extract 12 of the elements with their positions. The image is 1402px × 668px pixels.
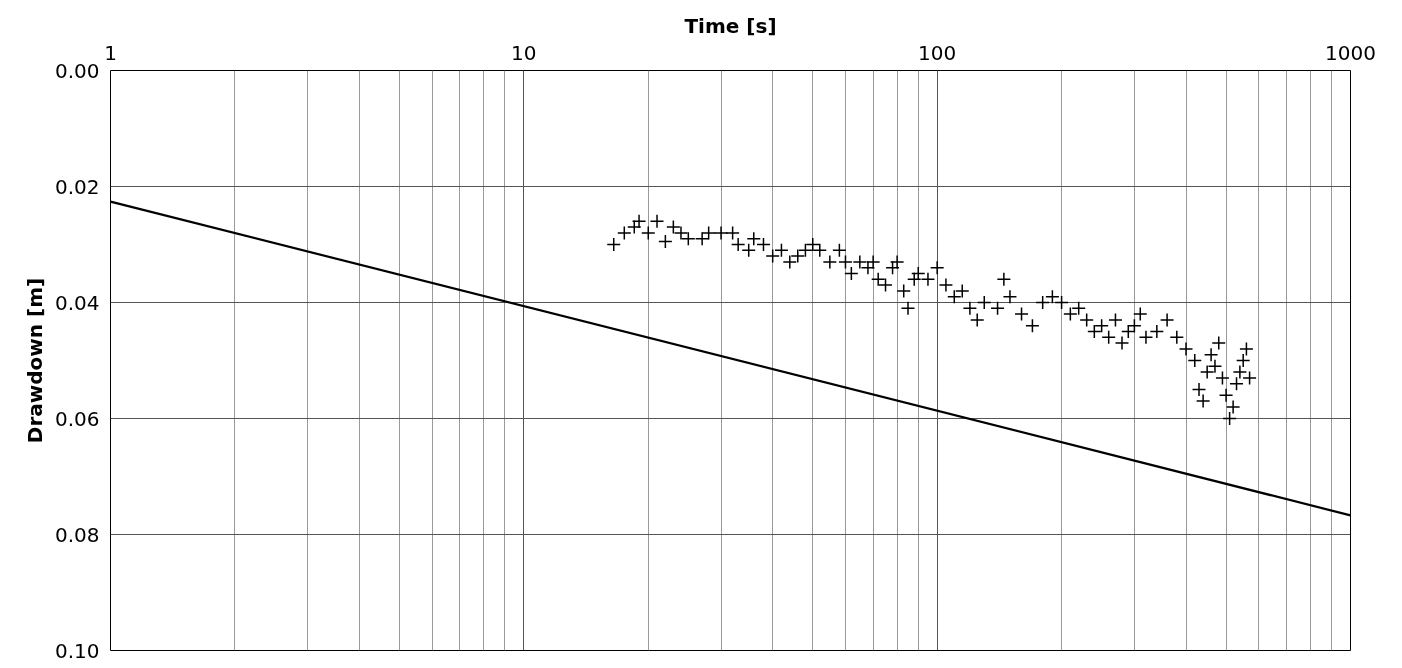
x-tick-label: 1000 (1325, 40, 1376, 65)
y-axis-title: Drawdown [m] (22, 277, 47, 444)
x-tick-label: 10 (511, 40, 537, 65)
x-axis-title: Time [s] (684, 13, 777, 38)
y-tick-label: 0.00 (54, 58, 100, 83)
y-tick-label: 0.10 (54, 638, 100, 663)
x-tick-label: 100 (918, 40, 957, 65)
y-tick-label: 0.08 (54, 522, 100, 547)
y-tick-label: 0.06 (54, 406, 100, 431)
x-tick-label: 1 (104, 40, 117, 65)
y-tick-label: 0.02 (54, 174, 100, 199)
y-tick-label: 0.04 (54, 290, 100, 315)
